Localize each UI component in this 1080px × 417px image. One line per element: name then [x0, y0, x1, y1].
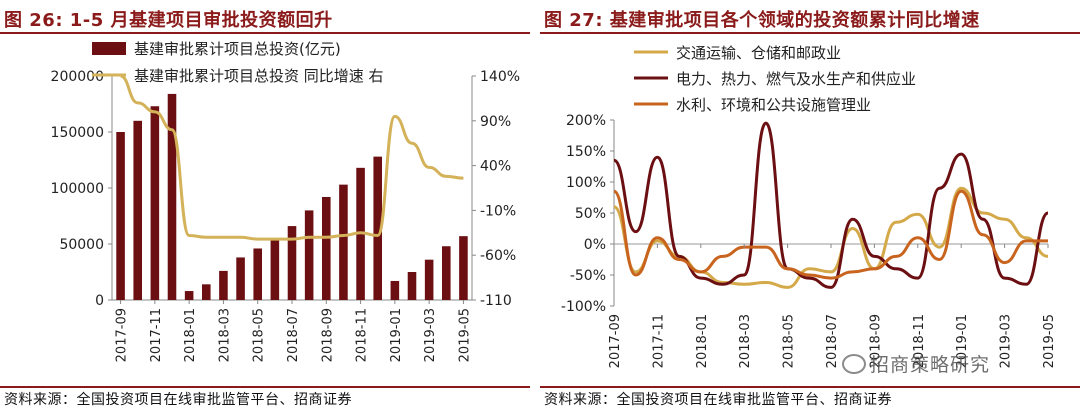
- y-tick-label: 50%: [575, 206, 606, 222]
- bar: [202, 284, 211, 300]
- bar: [390, 280, 400, 300]
- right-source-rule: [540, 386, 1080, 388]
- bar: [339, 184, 348, 300]
- right-y-tick-label: 90%: [480, 114, 511, 130]
- bar: [150, 106, 160, 301]
- x-tick-label: 2018-11: [355, 308, 370, 362]
- bar: [287, 226, 297, 300]
- x-tick-label: 2018-09: [868, 314, 883, 368]
- series-line-1: [613, 186, 1049, 289]
- y-tick-label: 200%: [566, 113, 606, 129]
- bar: [322, 196, 331, 300]
- right-chart-panel: 图 27: 基建审批项目各个领域的投资额累计同比增速 200% 150% 100% 5…: [540, 0, 1080, 417]
- left-y-tick-label: 0: [95, 293, 104, 309]
- legend-label-bar: 基建审批累计项目总投资(亿元): [134, 40, 341, 58]
- x-tick-label: 2018-09: [320, 308, 335, 362]
- x-tick-label: 2017-09: [115, 308, 130, 362]
- x-tick-label: 2018-03: [738, 314, 753, 368]
- left-chart-svg: 0 50000 100000 150000 200000 140% 90% 40% -10% -6…: [51, 40, 520, 362]
- x-tick-label: 2017-09: [608, 314, 623, 368]
- x-tick-label: 2018-01: [695, 314, 710, 368]
- y-tick-label: -50%: [570, 268, 606, 284]
- bar: [184, 291, 194, 300]
- x-tick-label: 2018-03: [217, 308, 232, 362]
- x-tick-label: 2018-07: [286, 308, 301, 362]
- bar: [253, 248, 262, 300]
- series-line-3: [613, 189, 1048, 280]
- left-y-tick-label: 200000: [51, 69, 104, 85]
- bar: [236, 257, 245, 300]
- y-tick-label: 0%: [584, 237, 606, 253]
- wechat-icon: [842, 354, 866, 374]
- bar: [442, 246, 451, 300]
- bar: [459, 236, 468, 300]
- x-tick-label: 2019-01: [955, 314, 970, 368]
- bar: [133, 120, 142, 300]
- right-y-tick-label: -110: [480, 293, 512, 309]
- y-tick-label: -100%: [561, 299, 606, 315]
- right-source-note: 资料来源：全国投资项目在线审批监管平台、招商证券: [544, 392, 892, 408]
- x-tick-label: 2019-05: [457, 308, 472, 362]
- bar: [116, 132, 125, 300]
- series-line-2: [613, 121, 1049, 289]
- left-source-note: 资料来源：全国投资项目在线审批监管平台、招商证券: [4, 392, 352, 408]
- y-tick-label: 150%: [566, 144, 606, 160]
- right-chart-title: 图 27: 基建审批项目各个领域的投资额累计同比增速: [544, 10, 980, 31]
- watermark-text: 招商策略研究: [870, 354, 991, 376]
- x-tick-label: 2019-05: [1042, 314, 1057, 368]
- x-tick-label: 2018-11: [912, 314, 927, 368]
- x-tick-label: 2018-05: [252, 308, 267, 362]
- bar: [304, 210, 314, 300]
- watermark: 招商策略研究: [842, 350, 990, 377]
- x-tick-label: 2019-03: [999, 314, 1014, 368]
- bar: [219, 270, 228, 300]
- legend-swatch-bar: [92, 42, 126, 55]
- x-tick-label: 2019-01: [389, 308, 404, 362]
- legend-label-3: 水利、环境和公共设施管理业: [676, 96, 871, 114]
- bar: [407, 272, 417, 300]
- bar: [167, 93, 177, 300]
- left-chart-panel: 图 26: 1-5 月基建项目审批投资额回升 0 50000 100000 15000…: [0, 0, 530, 417]
- growth-line: [120, 74, 464, 241]
- right-y-tick-label: -10%: [480, 203, 516, 219]
- left-chart-title: 图 26: 1-5 月基建项目审批投资额回升: [4, 10, 333, 31]
- x-tick-label: 2018-07: [825, 314, 840, 368]
- left-y-tick-label: 150000: [51, 125, 104, 141]
- legend-label-2: 电力、热力、燃气及水生产和供应业: [676, 70, 916, 88]
- x-tick-label: 2018-01: [183, 308, 198, 362]
- right-y-tick-label: 40%: [480, 159, 511, 175]
- x-tick-label: 2019-03: [423, 308, 438, 362]
- y-tick-label: 100%: [566, 175, 606, 191]
- left-y-tick-label: 50000: [59, 237, 104, 253]
- x-tick-label: 2017-11: [651, 314, 666, 368]
- bar: [373, 156, 382, 300]
- x-tick-label: 2018-05: [782, 314, 797, 368]
- left-source-rule: [0, 386, 530, 388]
- bar: [424, 259, 434, 300]
- legend-label-1: 交通运输、仓储和邮政业: [676, 44, 841, 62]
- left-y-tick-label: 100000: [51, 181, 104, 197]
- left-title-rule: [0, 32, 530, 34]
- x-tick-label: 2017-11: [149, 308, 164, 362]
- legend-label-line: 基建审批累计项目总投资 同比增速 右: [134, 67, 384, 85]
- right-y-tick-label: 140%: [480, 69, 520, 85]
- right-y-tick-label: -60%: [480, 248, 516, 264]
- right-title-rule: [540, 32, 1080, 34]
- bar: [270, 238, 280, 300]
- right-chart-svg: 200% 150% 100% 50% 0% -50% -100%2017-09 2017-11…: [561, 44, 1057, 368]
